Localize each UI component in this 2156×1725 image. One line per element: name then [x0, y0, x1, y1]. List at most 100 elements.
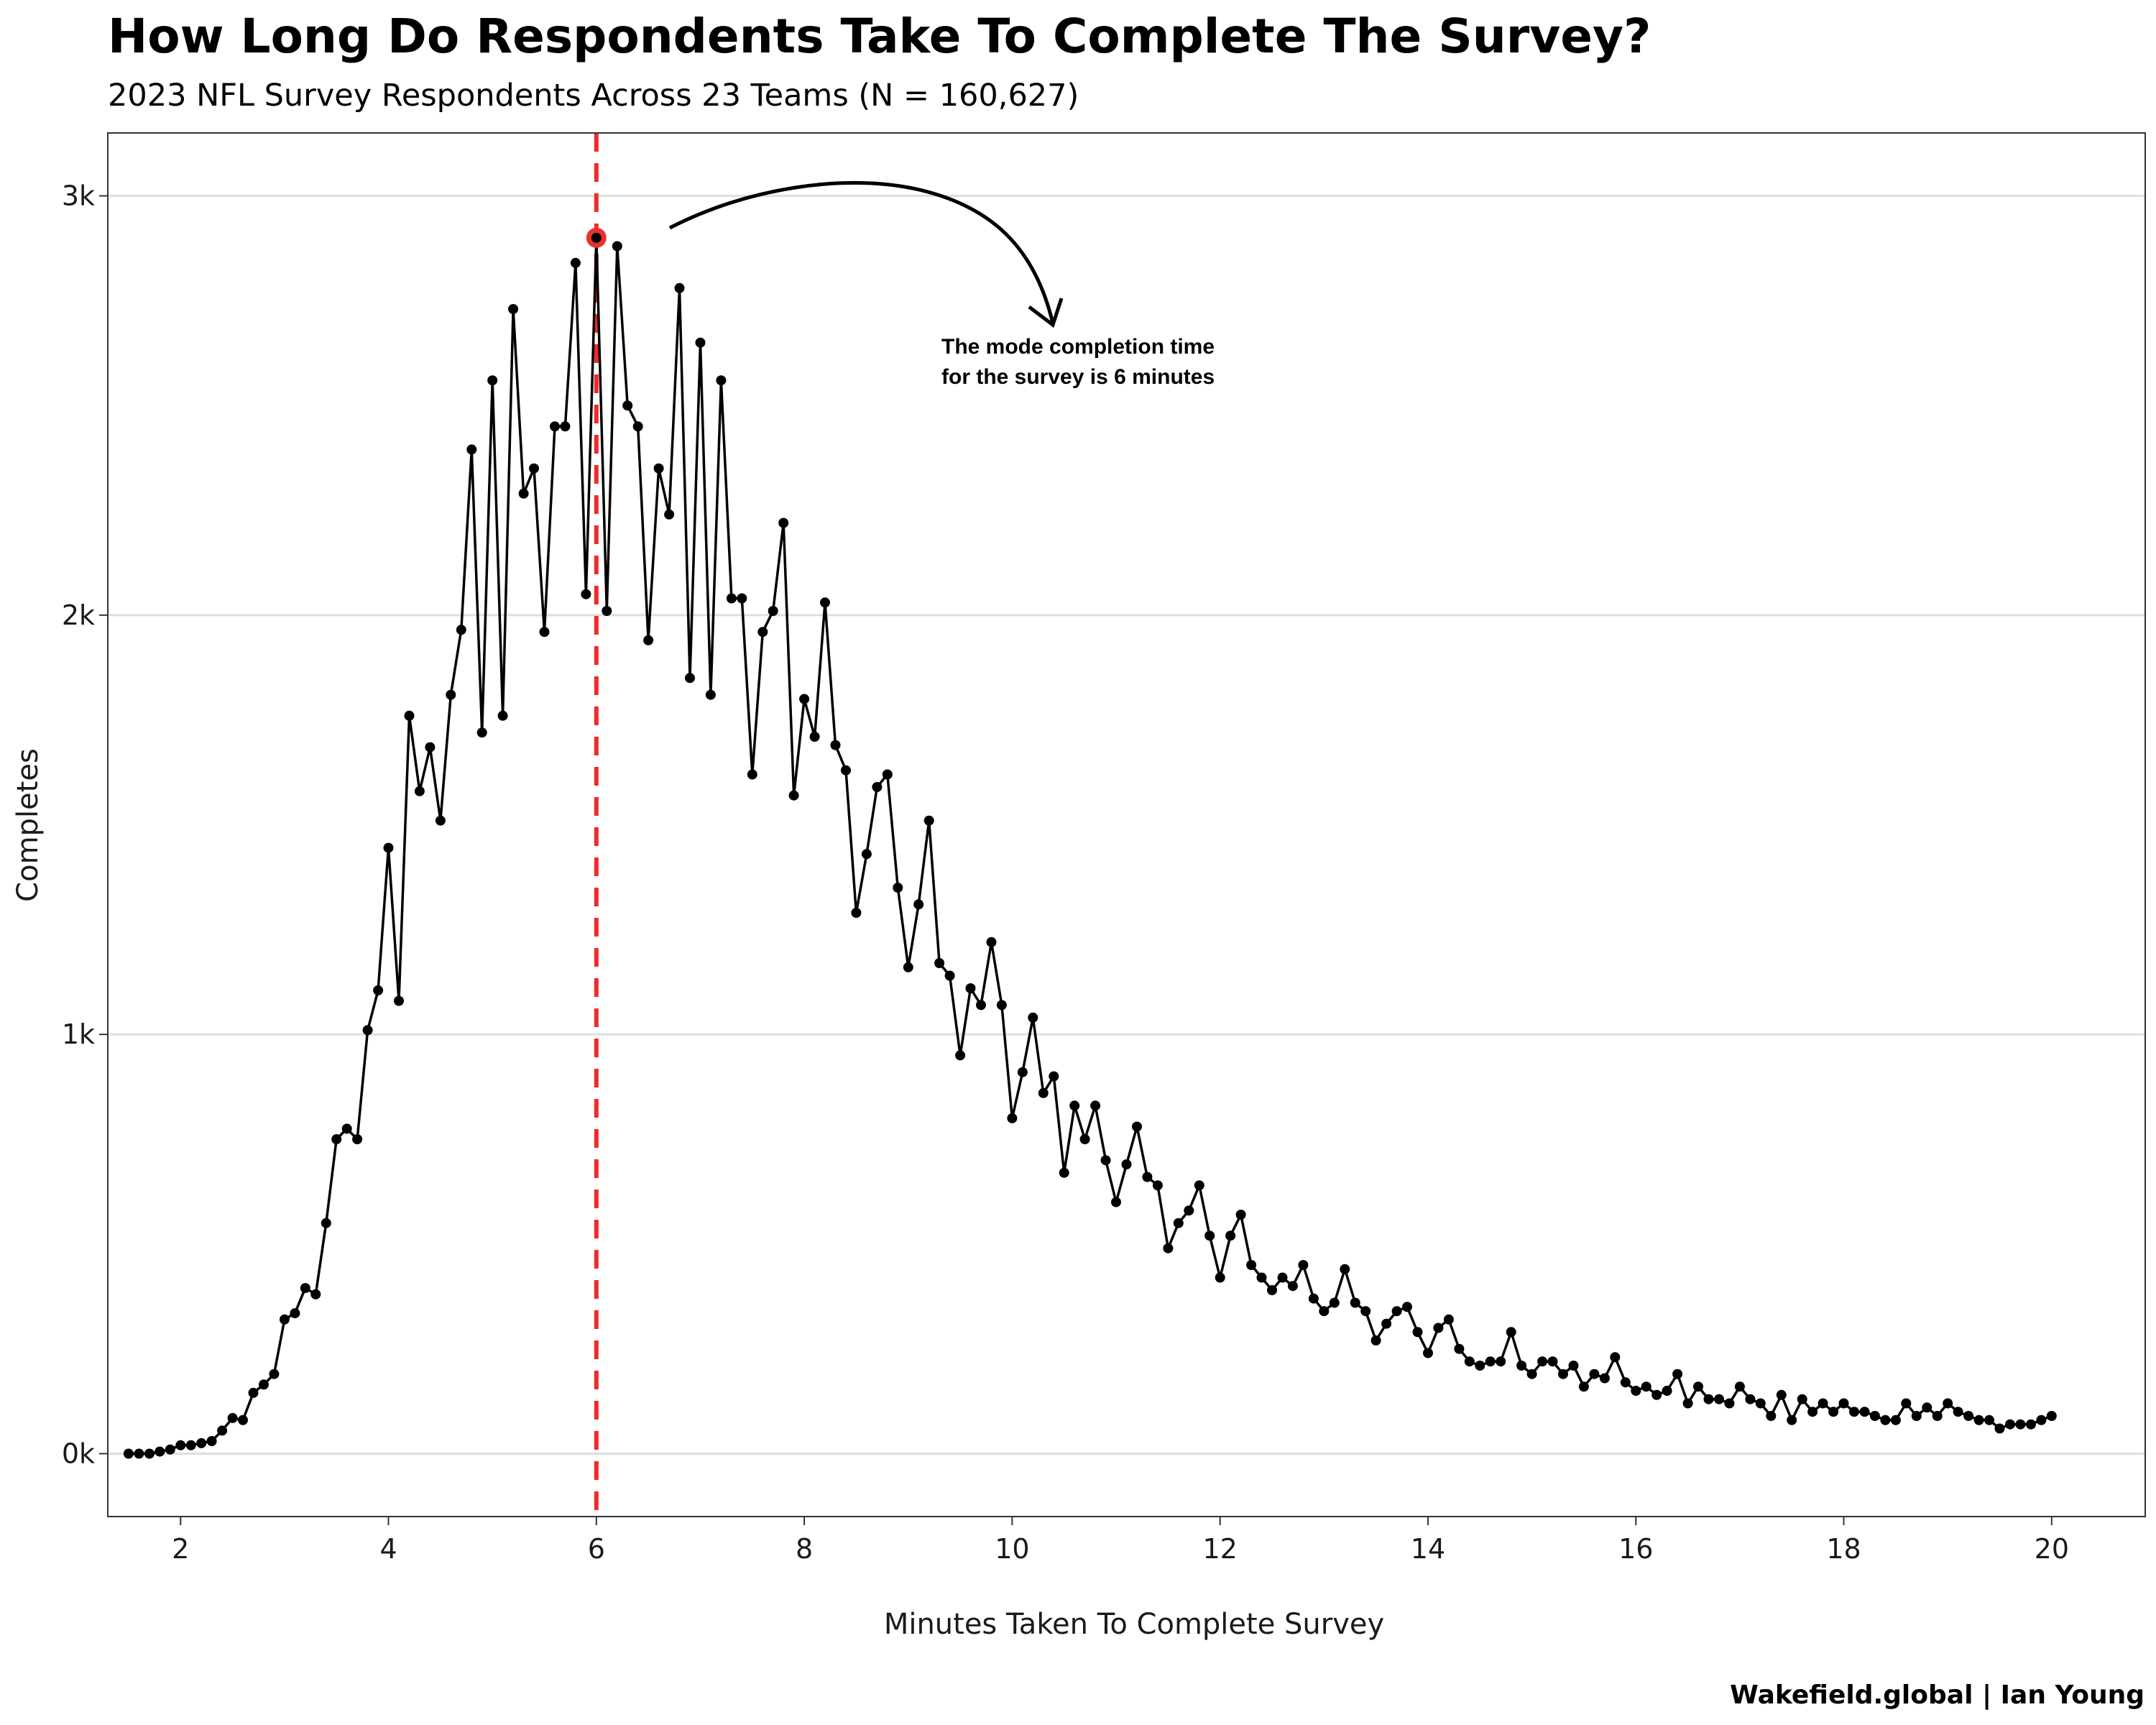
data-point	[1859, 1407, 1870, 1417]
data-point	[134, 1448, 144, 1459]
data-point	[841, 765, 851, 776]
data-point	[1734, 1381, 1745, 1392]
data-point	[2046, 1411, 2057, 1421]
data-point	[1651, 1389, 1662, 1400]
data-point	[1454, 1343, 1465, 1354]
data-point	[217, 1425, 228, 1436]
x-axis-title: Minutes Taken To Complete Survey	[884, 1608, 1384, 1641]
chart-subtitle: 2023 NFL Survey Respondents Across 23 Te…	[108, 78, 1079, 114]
data-point	[570, 257, 581, 268]
data-point	[1111, 1197, 1121, 1208]
data-point	[653, 463, 664, 474]
data-point	[518, 488, 529, 499]
data-point	[373, 985, 384, 995]
data-point	[1641, 1381, 1651, 1392]
data-point	[872, 782, 883, 792]
x-tick-label: 20	[2035, 1533, 2069, 1565]
gridlines	[108, 195, 2145, 1455]
data-point	[1568, 1361, 1579, 1371]
credit-caption: Wakefield.global | Ian Young	[1730, 1680, 2145, 1710]
data-point	[1526, 1368, 1537, 1379]
data-point	[466, 444, 477, 455]
data-point	[1079, 1134, 1090, 1144]
data-point	[882, 769, 893, 780]
mode-highlight-point	[591, 232, 602, 243]
data-point	[1215, 1272, 1225, 1283]
data-point	[550, 421, 560, 432]
data-point	[934, 958, 945, 968]
data-point	[1423, 1348, 1433, 1358]
data-point	[1703, 1394, 1714, 1404]
data-point	[248, 1387, 259, 1398]
data-point	[903, 962, 913, 972]
data-point	[1714, 1394, 1724, 1404]
data-point	[1984, 1414, 1994, 1425]
data-point	[1007, 1113, 1018, 1123]
data-point	[238, 1414, 248, 1425]
data-point	[1578, 1381, 1589, 1392]
data-point	[1589, 1368, 1600, 1379]
data-point	[341, 1123, 352, 1134]
data-point	[1994, 1423, 2005, 1434]
data-point	[1246, 1260, 1257, 1270]
x-tick-label: 12	[1202, 1533, 1237, 1565]
data-point	[830, 740, 841, 750]
data-point	[1017, 1067, 1028, 1077]
data-point	[321, 1218, 331, 1228]
data-point	[705, 689, 716, 700]
data-point	[1724, 1398, 1735, 1409]
data-point	[1090, 1100, 1101, 1111]
x-tick-label: 16	[1618, 1533, 1653, 1565]
data-point	[1516, 1361, 1527, 1371]
data-point	[1838, 1398, 1849, 1409]
data-point	[446, 689, 456, 700]
data-point	[1142, 1172, 1153, 1182]
data-point	[612, 241, 622, 252]
data-point	[1599, 1373, 1610, 1384]
data-point	[622, 400, 633, 411]
data-point	[331, 1134, 342, 1144]
data-point	[1662, 1386, 1672, 1396]
data-point	[1152, 1180, 1163, 1191]
data-point	[476, 727, 487, 738]
data-point	[1173, 1218, 1184, 1228]
data-point	[1163, 1243, 1174, 1254]
data-point	[1922, 1402, 1932, 1413]
data-point	[1869, 1411, 1880, 1421]
data-point	[716, 375, 727, 386]
data-point	[259, 1379, 269, 1390]
data-point	[1308, 1293, 1319, 1304]
data-point	[1319, 1306, 1330, 1317]
data-point	[1381, 1318, 1392, 1329]
mode-point-layer	[586, 227, 607, 248]
data-point	[1911, 1411, 1922, 1421]
data-point	[1443, 1314, 1454, 1325]
data-point	[1496, 1356, 1506, 1367]
x-tick-label: 18	[1826, 1533, 1861, 1565]
data-point	[279, 1314, 290, 1325]
data-point	[1132, 1121, 1142, 1132]
data-point	[425, 742, 436, 753]
data-point	[1350, 1297, 1360, 1308]
data-point	[1620, 1377, 1631, 1388]
data-point	[1766, 1411, 1777, 1421]
data-point	[1547, 1356, 1558, 1367]
data-point	[175, 1440, 186, 1450]
data-point	[1475, 1361, 1485, 1371]
data-point	[1225, 1230, 1236, 1241]
data-point	[996, 1000, 1007, 1011]
data-point	[1973, 1414, 1984, 1425]
data-point	[778, 518, 789, 528]
data-point	[123, 1448, 134, 1459]
data-point	[820, 597, 830, 608]
data-point	[1329, 1297, 1340, 1308]
data-point	[1204, 1230, 1215, 1241]
data-point	[1943, 1398, 1953, 1409]
data-point	[1672, 1368, 1683, 1379]
data-point	[1849, 1407, 1859, 1417]
data-point	[487, 375, 498, 386]
x-axis: 2 4 6 8 10 12 14 16 18 20	[172, 1517, 2069, 1565]
data-point	[1402, 1302, 1412, 1312]
data-point	[976, 1000, 986, 1011]
data-point	[1682, 1398, 1693, 1409]
